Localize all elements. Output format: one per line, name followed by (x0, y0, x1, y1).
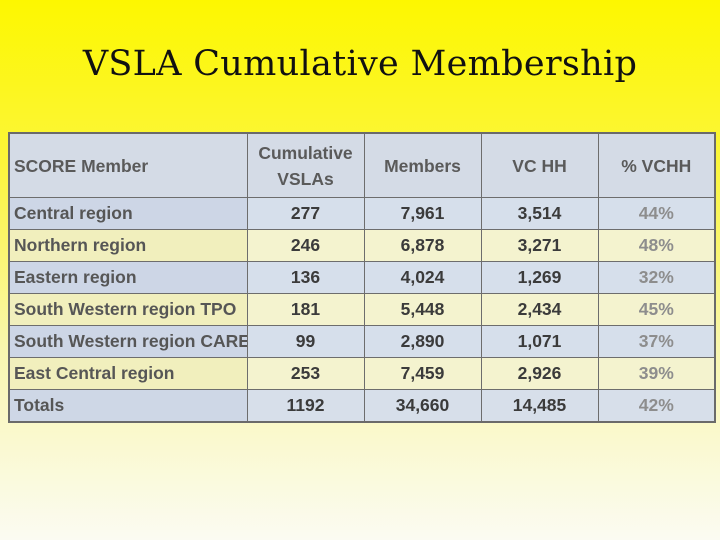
membership-table: SCORE Member Cumulative VSLAs Members VC… (8, 132, 716, 423)
header-score-member: SCORE Member (8, 132, 248, 198)
table-row: East Central region 253 7,459 2,926 39% (8, 357, 716, 390)
row-vslas: 253 (246, 357, 365, 390)
row-pct: 32% (597, 261, 716, 294)
row-pct: 42% (597, 389, 716, 423)
row-vslas: 136 (246, 261, 365, 294)
row-vslas: 277 (246, 197, 365, 230)
row-region-name: East Central region (8, 357, 248, 390)
row-region-name: Totals (8, 389, 248, 423)
row-members: 2,890 (363, 325, 482, 358)
row-pct: 39% (597, 357, 716, 390)
row-members: 5,448 (363, 293, 482, 326)
row-members: 4,024 (363, 261, 482, 294)
row-vchh: 1,071 (480, 325, 599, 358)
row-members: 7,459 (363, 357, 482, 390)
row-pct: 48% (597, 229, 716, 262)
row-vslas: 1192 (246, 389, 365, 423)
row-region-name: Eastern region (8, 261, 248, 294)
row-vchh: 2,434 (480, 293, 599, 326)
row-region-name: Central region (8, 197, 248, 230)
slide-title: VSLA Cumulative Membership (82, 44, 638, 84)
row-vslas: 246 (246, 229, 365, 262)
header-cumulative-vslas: Cumulative VSLAs (246, 132, 365, 198)
row-members: 34,660 (363, 389, 482, 423)
table-header-row: SCORE Member Cumulative VSLAs Members VC… (8, 132, 716, 198)
row-vchh: 3,514 (480, 197, 599, 230)
header-pct-vchh: % VCHH (597, 132, 716, 198)
table-row: Central region 277 7,961 3,514 44% (8, 197, 716, 230)
table-row: South Western region CARE 99 2,890 1,071… (8, 325, 716, 358)
header-members: Members (363, 132, 482, 198)
table-row-totals: Totals 1192 34,660 14,485 42% (8, 389, 716, 423)
row-vchh: 3,271 (480, 229, 599, 262)
header-vc-hh: VC HH (480, 132, 599, 198)
row-pct: 45% (597, 293, 716, 326)
row-vslas: 181 (246, 293, 365, 326)
table-row: Northern region 246 6,878 3,271 48% (8, 229, 716, 262)
row-vchh: 2,926 (480, 357, 599, 390)
row-region-name: South Western region TPO (8, 293, 248, 326)
table-row: South Western region TPO 181 5,448 2,434… (8, 293, 716, 326)
table-row: Eastern region 136 4,024 1,269 32% (8, 261, 716, 294)
row-vchh: 14,485 (480, 389, 599, 423)
row-pct: 44% (597, 197, 716, 230)
row-members: 7,961 (363, 197, 482, 230)
row-vslas: 99 (246, 325, 365, 358)
row-region-name: South Western region CARE (8, 325, 248, 358)
row-members: 6,878 (363, 229, 482, 262)
row-vchh: 1,269 (480, 261, 599, 294)
row-pct: 37% (597, 325, 716, 358)
row-region-name: Northern region (8, 229, 248, 262)
